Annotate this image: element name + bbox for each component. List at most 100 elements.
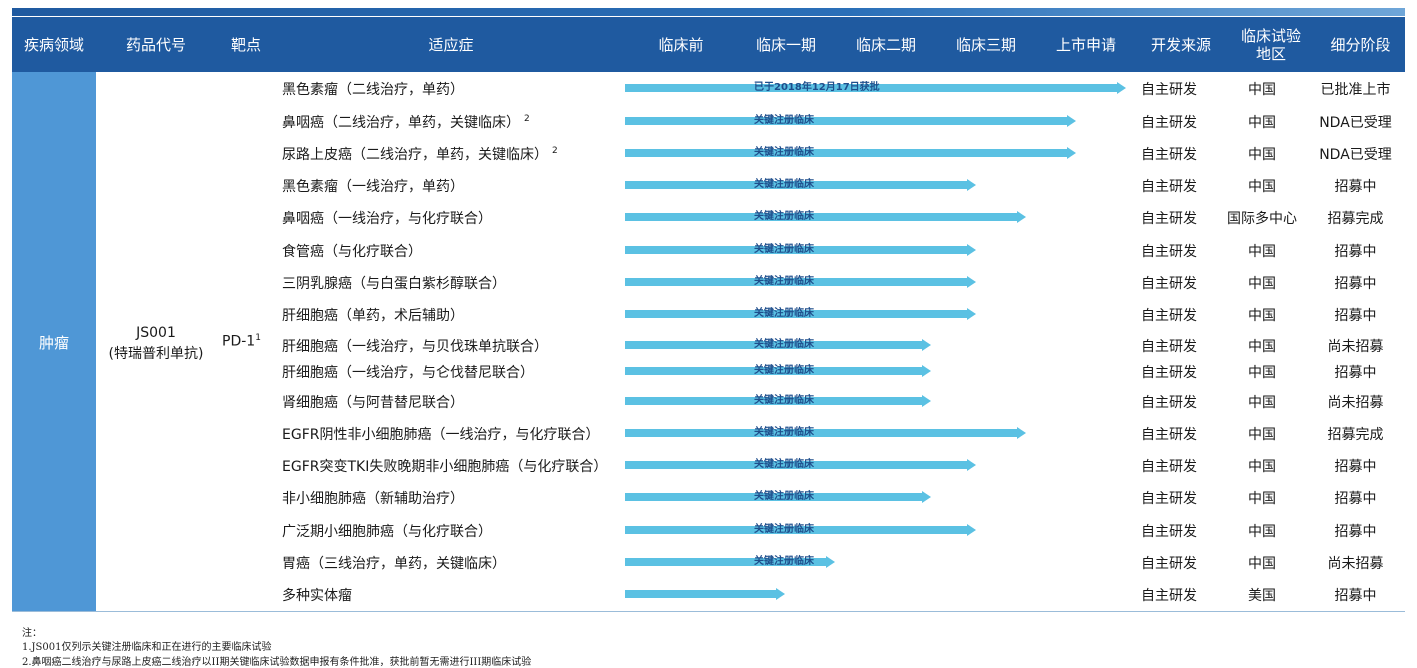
row-indication: 肝细胞癌（一线治疗，与贝伐珠单抗联合） bbox=[282, 336, 548, 356]
target-name: PD-1 bbox=[222, 333, 256, 350]
progress-bar-label: 已于2018年12月17日获批 bbox=[754, 82, 880, 93]
row-source: 自主研发 bbox=[1141, 211, 1197, 227]
row-stage: 招募中 bbox=[1334, 459, 1377, 475]
header-phase2: 临床二期 bbox=[855, 35, 916, 54]
row-region: 中国 bbox=[1248, 339, 1276, 355]
row-region: 中国 bbox=[1248, 308, 1276, 324]
progress-bar bbox=[625, 341, 923, 349]
indication-text: EGFR突变TKI失败晚期非小细胞肺癌（与化疗联合） bbox=[282, 459, 608, 475]
indication-text: 鼻咽癌（二线治疗，单药，关键临床） bbox=[282, 115, 520, 131]
row-stage: 招募中 bbox=[1334, 491, 1377, 507]
row-indication: 黑色素瘤（二线治疗，单药） bbox=[282, 79, 464, 99]
row-source: 自主研发 bbox=[1141, 427, 1197, 443]
row-source: 自主研发 bbox=[1141, 556, 1197, 572]
row-source: 自主研发 bbox=[1141, 524, 1197, 540]
drug-code-line1: JS001 bbox=[136, 325, 176, 341]
progress-bar bbox=[625, 84, 1118, 92]
progress-bar-arrow-icon bbox=[826, 556, 836, 568]
row-stage: 招募中 bbox=[1334, 244, 1377, 260]
header-nda: 上市申请 bbox=[1055, 35, 1116, 54]
progress-bar-arrow-icon bbox=[776, 588, 786, 600]
notes-line1: 1.JS001仅列示关键注册临床和正在进行的主要临床试验 bbox=[22, 642, 272, 653]
progress-bar-label: 关键注册临床 bbox=[754, 244, 814, 255]
progress-bar bbox=[625, 213, 1018, 221]
row-indication: 三阴乳腺癌（与白蛋白紫杉醇联合） bbox=[282, 273, 506, 293]
row-source: 自主研发 bbox=[1141, 308, 1197, 324]
header-target: 靶点 bbox=[230, 35, 261, 54]
row-stage: 招募中 bbox=[1334, 308, 1377, 324]
progress-bar-arrow-icon bbox=[966, 524, 976, 536]
indication-text: 肝细胞癌（一线治疗，与仑伐替尼联合） bbox=[282, 365, 534, 381]
progress-bar bbox=[625, 493, 923, 501]
indication-text: 非小细胞肺癌（新辅助治疗） bbox=[282, 491, 464, 507]
row-stage: 招募中 bbox=[1334, 276, 1377, 292]
table-bottom-border bbox=[12, 611, 1405, 612]
indication-text: 肾细胞癌（与阿昔替尼联合） bbox=[282, 395, 464, 411]
row-indication: 鼻咽癌（二线治疗，单药，关键临床） 2 bbox=[282, 112, 530, 132]
row-indication: 广泛期小细胞肺癌（与化疗联合） bbox=[282, 521, 492, 541]
indication-footnote: 2 bbox=[524, 114, 530, 125]
row-source: 自主研发 bbox=[1141, 491, 1197, 507]
progress-bar-label: 关键注册临床 bbox=[754, 179, 814, 190]
row-indication: 胃癌（三线治疗，单药，关键临床） bbox=[282, 553, 506, 573]
row-region: 中国 bbox=[1248, 179, 1276, 195]
notes-line2: 2.鼻咽癌二线治疗与尿路上皮癌二线治疗以II期关键临床试验数据申报有条件批准，获… bbox=[22, 657, 532, 668]
target-label: PD-11 bbox=[222, 333, 261, 350]
row-source: 自主研发 bbox=[1141, 339, 1197, 355]
indication-text: 三阴乳腺癌（与白蛋白紫杉醇联合） bbox=[282, 276, 506, 292]
progress-bar-arrow-icon bbox=[966, 179, 976, 191]
progress-bar-label: 关键注册临床 bbox=[754, 524, 814, 535]
indication-footnote: 2 bbox=[552, 146, 558, 157]
progress-bar-label: 关键注册临床 bbox=[754, 459, 814, 470]
row-region: 中国 bbox=[1248, 115, 1276, 131]
row-region: 中国 bbox=[1248, 524, 1276, 540]
row-source: 自主研发 bbox=[1141, 276, 1197, 292]
header-indication: 适应症 bbox=[428, 35, 474, 54]
progress-bar bbox=[625, 429, 1018, 437]
progress-bar bbox=[625, 246, 968, 254]
progress-bar bbox=[625, 117, 1068, 125]
row-source: 自主研发 bbox=[1141, 395, 1197, 411]
progress-bar-label: 关键注册临床 bbox=[754, 276, 814, 287]
row-source: 自主研发 bbox=[1141, 82, 1197, 98]
progress-bar-arrow-icon bbox=[1016, 211, 1026, 223]
row-source: 自主研发 bbox=[1141, 244, 1197, 260]
row-stage: 尚未招募 bbox=[1327, 339, 1384, 355]
row-source: 自主研发 bbox=[1141, 459, 1197, 475]
row-indication: 肝细胞癌（一线治疗，与仑伐替尼联合） bbox=[282, 362, 534, 382]
row-indication: 非小细胞肺癌（新辅助治疗） bbox=[282, 488, 464, 508]
progress-bar-arrow-icon bbox=[966, 276, 976, 288]
indication-text: 鼻咽癌（一线治疗，与化疗联合） bbox=[282, 211, 492, 227]
row-source: 自主研发 bbox=[1141, 115, 1197, 131]
row-indication: 食管癌（与化疗联合） bbox=[282, 241, 422, 261]
disease-area-label: 肿瘤 bbox=[38, 334, 69, 352]
indication-text: 肝细胞癌（一线治疗，与贝伐珠单抗联合） bbox=[282, 339, 548, 355]
row-indication: EGFR阴性非小细胞肺癌（一线治疗，与化疗联合） bbox=[282, 424, 599, 444]
indication-text: 食管癌（与化疗联合） bbox=[282, 244, 422, 260]
progress-bar-arrow-icon bbox=[921, 339, 931, 351]
table-header: 疾病领域 药品代号 靶点 适应症 临床前 临床一期 临床二期 临床三期 上市申请… bbox=[12, 17, 1405, 72]
progress-bar-arrow-icon bbox=[921, 365, 931, 377]
header-stage: 细分阶段 bbox=[1330, 35, 1391, 54]
row-source: 自主研发 bbox=[1141, 179, 1197, 195]
row-region: 国际多中心 bbox=[1227, 211, 1297, 227]
row-indication: 尿路上皮癌（二线治疗，单药，关键临床） 2 bbox=[282, 144, 558, 164]
progress-bar-label: 关键注册临床 bbox=[754, 115, 814, 126]
row-stage: 尚未招募 bbox=[1327, 395, 1384, 411]
row-indication: EGFR突变TKI失败晚期非小细胞肺癌（与化疗联合） bbox=[282, 456, 607, 476]
row-stage: 招募完成 bbox=[1327, 427, 1384, 443]
progress-bar-arrow-icon bbox=[966, 244, 976, 256]
header-region-line2: 地区 bbox=[1255, 44, 1286, 63]
progress-bar-label: 关键注册临床 bbox=[754, 308, 814, 319]
row-indication: 肾细胞癌（与阿昔替尼联合） bbox=[282, 392, 464, 412]
indication-text: 多种实体瘤 bbox=[282, 588, 352, 604]
row-stage: 招募中 bbox=[1334, 179, 1377, 195]
row-source: 自主研发 bbox=[1141, 588, 1197, 604]
row-stage: 招募中 bbox=[1334, 588, 1377, 604]
row-region: 中国 bbox=[1248, 276, 1276, 292]
progress-bar bbox=[625, 461, 968, 469]
progress-bar-arrow-icon bbox=[921, 491, 931, 503]
progress-bar-label: 关键注册临床 bbox=[754, 491, 814, 502]
row-stage: 招募中 bbox=[1334, 524, 1377, 540]
top-accent-bar bbox=[12, 8, 1405, 16]
